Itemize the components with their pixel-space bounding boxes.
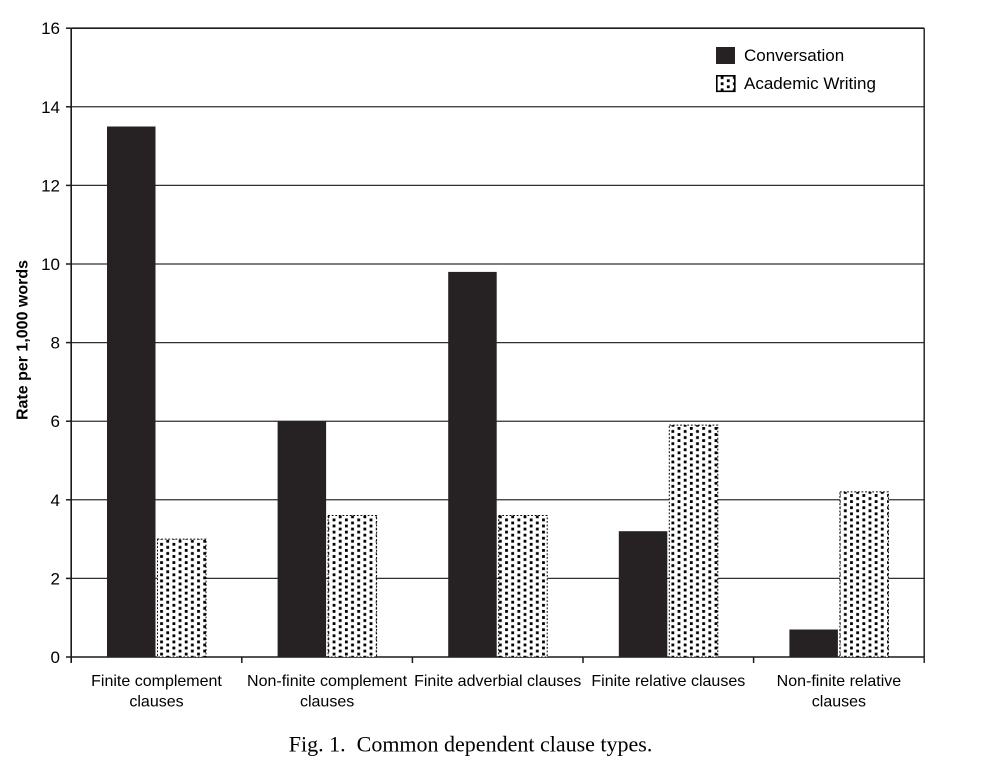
svg-text:Finite relative clauses: Finite relative clauses — [591, 673, 745, 690]
svg-text:clauses: clauses — [300, 694, 354, 711]
svg-text:8: 8 — [51, 334, 60, 353]
svg-text:12: 12 — [41, 176, 60, 195]
svg-text:Non-finite complement: Non-finite complement — [247, 673, 408, 690]
svg-text:2: 2 — [51, 569, 60, 588]
svg-text:6: 6 — [51, 412, 60, 431]
svg-text:14: 14 — [41, 98, 60, 117]
svg-text:0: 0 — [51, 648, 60, 667]
svg-text:Rate per 1,000 words: Rate per 1,000 words — [15, 260, 32, 420]
svg-text:4: 4 — [51, 491, 60, 510]
svg-text:Finite adverbial clauses: Finite adverbial clauses — [414, 673, 581, 690]
svg-text:10: 10 — [41, 255, 60, 274]
svg-text:Academic Writing: Academic Writing — [744, 74, 876, 93]
svg-text:clauses: clauses — [812, 694, 866, 711]
svg-text:Non-finite relative: Non-finite relative — [777, 673, 902, 690]
svg-text:clauses: clauses — [129, 694, 183, 711]
svg-text:16: 16 — [41, 19, 60, 38]
svg-text:Finite complement: Finite complement — [91, 673, 222, 690]
svg-text:Fig. 1. Common dependent clau: Fig. 1. Common dependent clause types. — [289, 731, 653, 756]
svg-text:Conversation: Conversation — [744, 46, 844, 65]
